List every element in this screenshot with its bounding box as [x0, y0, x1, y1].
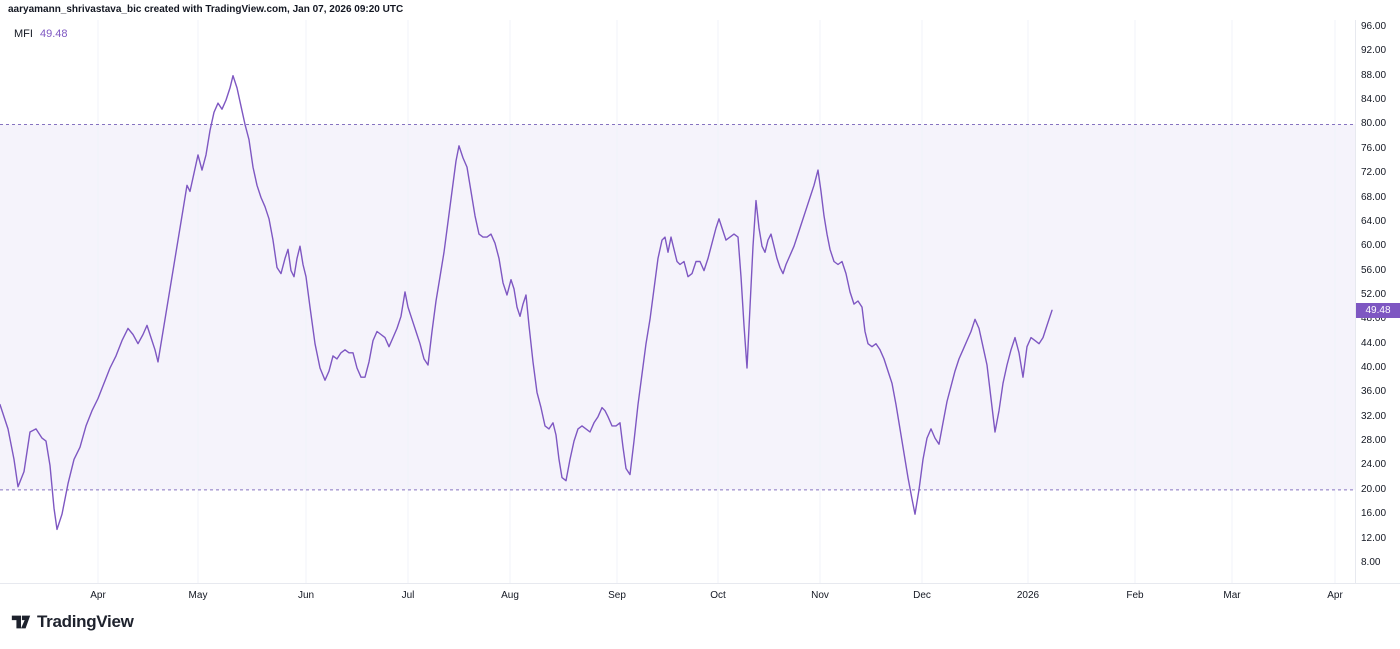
tradingview-logo[interactable]: TradingView	[10, 611, 134, 633]
mfi-series-line	[0, 75, 1053, 531]
price-tick-label: 36.00	[1361, 386, 1387, 398]
price-tick-label: 56.00	[1361, 264, 1387, 276]
price-tick-label: 96.00	[1361, 21, 1387, 32]
indicator-legend: MFI 49.48	[14, 27, 67, 41]
last-value-badge: 49.48	[1356, 302, 1400, 318]
chart-pane[interactable]	[0, 20, 1355, 583]
time-tick-label: Nov	[811, 590, 829, 601]
price-tick-label: 32.00	[1361, 410, 1387, 422]
price-tick-label: 24.00	[1361, 459, 1387, 471]
time-tick-label: Mar	[1223, 590, 1241, 601]
time-tick-label: Feb	[1126, 590, 1144, 601]
price-tick-label: 60.00	[1361, 240, 1387, 252]
price-tick-label: 84.00	[1361, 94, 1387, 106]
time-tick-label: May	[188, 590, 208, 601]
time-tick-label: Apr	[90, 590, 106, 601]
indicator-title[interactable]: MFI	[14, 28, 33, 40]
time-tick-label: 2026	[1016, 590, 1040, 601]
price-tick-label: 8.00	[1361, 556, 1381, 568]
mfi-line-chart[interactable]	[0, 20, 1355, 583]
scale-corner	[1355, 583, 1400, 607]
price-tick-label: 16.00	[1361, 508, 1387, 520]
attribution-text: aaryamann_shrivastava_bic created with T…	[8, 4, 404, 15]
price-tick-label: 80.00	[1361, 118, 1387, 130]
time-tick-label: Oct	[710, 590, 726, 601]
price-tick-label: 64.00	[1361, 215, 1387, 227]
time-tick-label: Apr	[1327, 590, 1343, 601]
time-tick-label: Jul	[401, 590, 415, 601]
time-tick-label: Aug	[501, 590, 519, 601]
price-tick-label: 52.00	[1361, 288, 1387, 300]
time-tick-label: Jun	[297, 590, 315, 601]
price-tick-label: 92.00	[1361, 45, 1387, 57]
price-tick-label: 48.00	[1361, 313, 1387, 325]
tradingview-logo-text: TradingView	[37, 612, 134, 631]
indicator-value: 49.48	[39, 28, 68, 40]
price-tick-label: 76.00	[1361, 142, 1387, 154]
mfi-band	[0, 124, 1355, 490]
price-tick-label: 44.00	[1361, 337, 1387, 349]
tradingview-logo-icon	[11, 615, 31, 629]
time-tick-label: Dec	[913, 590, 931, 601]
price-tick-label: 12.00	[1361, 532, 1387, 544]
price-tick-label: 28.00	[1361, 435, 1387, 447]
price-tick-label: 88.00	[1361, 69, 1387, 81]
time-tick-label: Sep	[608, 590, 626, 601]
time-scale[interactable]: Apr May Jun Jul Aug Sep Oct Nov Dec 2026 Feb Mar Apr	[0, 583, 1355, 607]
price-tick-label: 72.00	[1361, 167, 1387, 179]
price-tick-label: 40.00	[1361, 362, 1387, 374]
price-tick-label: 68.00	[1361, 191, 1387, 203]
price-scale[interactable]: 49.48 96.00 92.00 88.00 84.00 80.00 76.00 72.0…	[1355, 20, 1400, 583]
price-tick-label: 20.00	[1361, 483, 1387, 495]
